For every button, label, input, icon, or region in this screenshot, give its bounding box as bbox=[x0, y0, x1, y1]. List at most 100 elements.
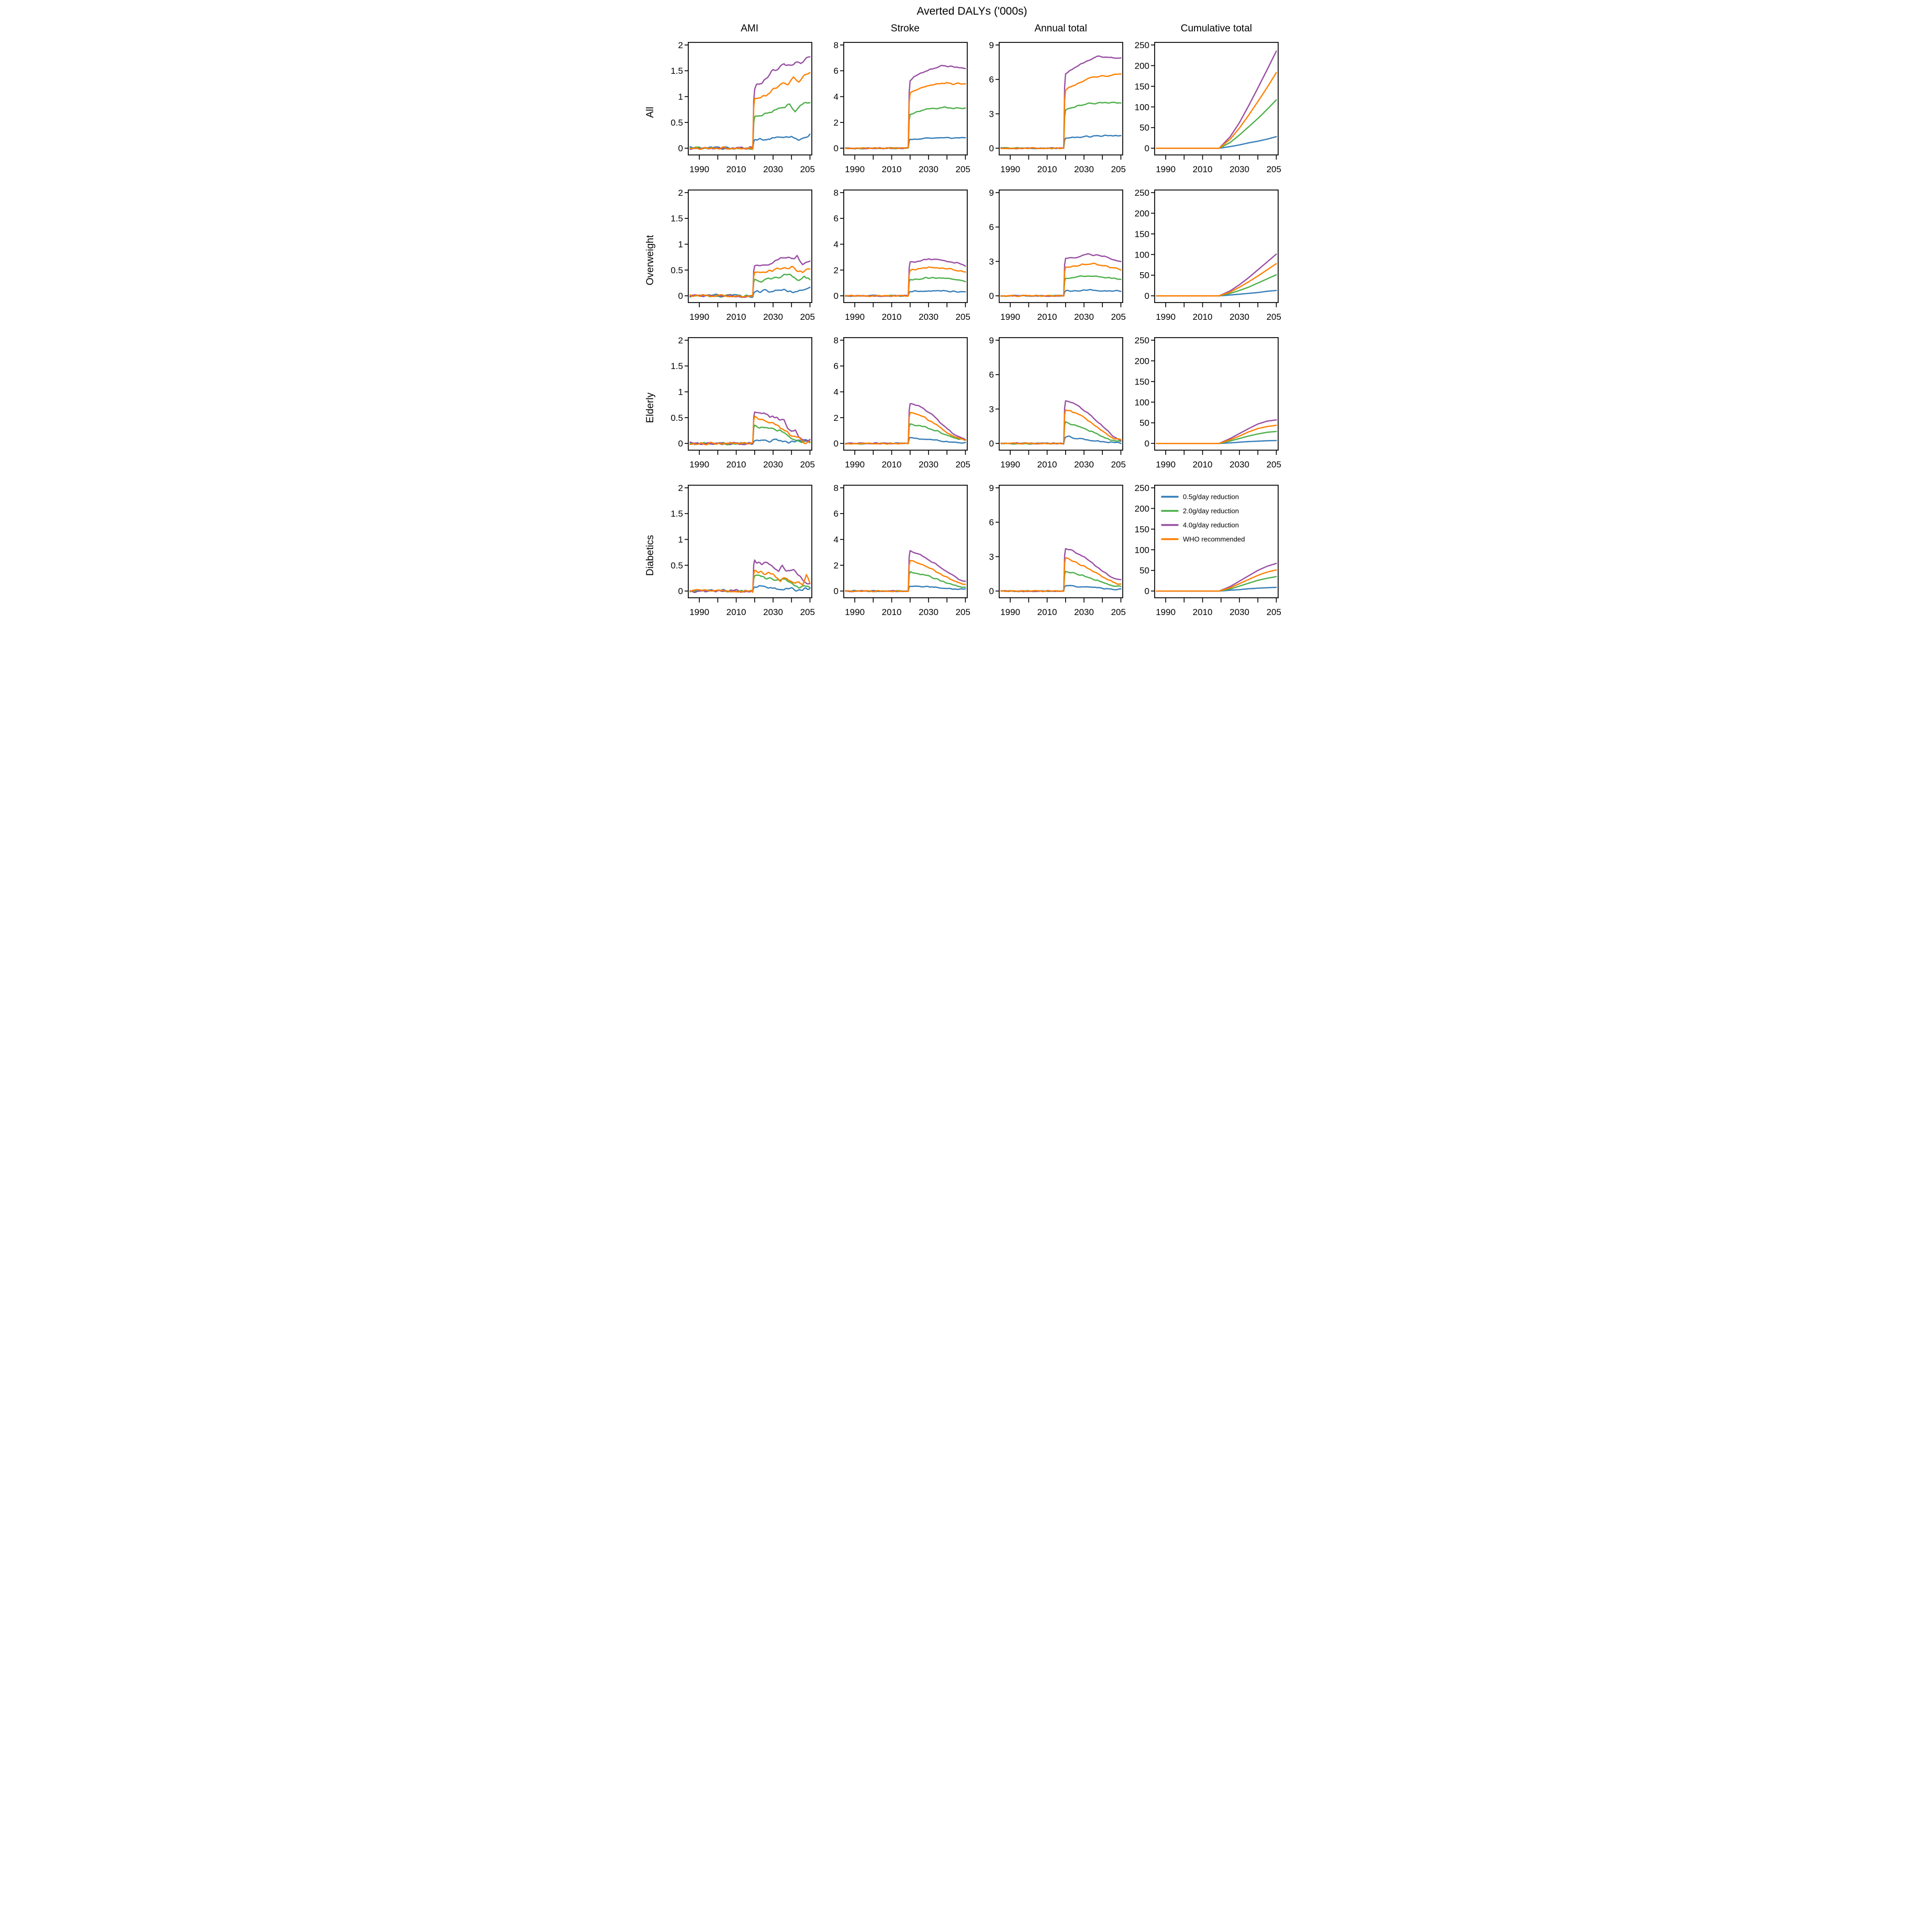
x-tick-label: 2030 bbox=[1229, 164, 1249, 174]
legend: 0.5g/day reduction 2.0g/day reduction 4.0g… bbox=[1161, 493, 1245, 543]
y-tick-label: 4 bbox=[833, 535, 838, 545]
y-tick-label: 9 bbox=[989, 40, 994, 50]
series-line-2-0g-day-reduction bbox=[845, 106, 966, 150]
series-line-who-recommended bbox=[1156, 72, 1277, 149]
plot-box bbox=[843, 337, 968, 451]
x-tick-label: 1990 bbox=[1000, 164, 1020, 174]
series-line-who-recommended bbox=[845, 266, 966, 297]
series-line-4-0g-day-reduction bbox=[1156, 419, 1277, 444]
y-tick-label: 0 bbox=[1145, 291, 1149, 301]
x-tick-label: 2010 bbox=[726, 607, 746, 617]
row-label-text: All bbox=[644, 107, 656, 118]
x-tick-label: 2010 bbox=[726, 460, 746, 470]
plot-box bbox=[687, 189, 812, 303]
series-line-4-0g-day-reduction bbox=[845, 550, 966, 593]
plot-box bbox=[1154, 42, 1279, 155]
plot-box bbox=[999, 485, 1123, 598]
x-tick-label: 2030 bbox=[1074, 164, 1094, 174]
y-tick-label: 2 bbox=[678, 483, 683, 493]
y-tick-label: 250 bbox=[1135, 40, 1149, 50]
series-line-who-recommended bbox=[689, 416, 811, 445]
y-tick-label: 9 bbox=[989, 188, 994, 198]
figure: Averted DALYs ('000s) AMI Stroke Annual to… bbox=[641, 0, 1282, 629]
series-line-0-5g-day-reduction bbox=[1000, 135, 1122, 150]
legend-item: 0.5g/day reduction bbox=[1161, 493, 1239, 501]
row-label-all: All bbox=[641, 39, 660, 186]
x-tick-label: 2010 bbox=[1037, 460, 1057, 470]
y-tick-label: 2 bbox=[678, 336, 683, 345]
plot-box bbox=[843, 42, 968, 155]
x-tick-label: 2010 bbox=[726, 164, 746, 174]
series-line-4-0g-day-reduction bbox=[1156, 50, 1277, 149]
column-header-stroke: Stroke bbox=[890, 23, 920, 34]
series-line-who-recommended bbox=[1000, 73, 1122, 150]
plot-box bbox=[843, 485, 968, 598]
y-tick-label: 1 bbox=[678, 92, 683, 102]
plot-box bbox=[687, 42, 812, 155]
series-line-2-0g-day-reduction bbox=[689, 273, 811, 298]
y-tick-label: 0 bbox=[989, 439, 994, 449]
series-line-2-0g-day-reduction bbox=[689, 102, 811, 150]
series-line-4-0g-day-reduction bbox=[1156, 563, 1277, 592]
y-tick-label: 0.5 bbox=[670, 413, 683, 423]
y-tick-label: 150 bbox=[1135, 377, 1149, 387]
plot-box bbox=[999, 189, 1123, 303]
row-label-overweight: Overweight bbox=[641, 186, 660, 334]
y-tick-label: 1.5 bbox=[670, 66, 683, 76]
row-label-text: Diabetics bbox=[644, 534, 656, 576]
legend-item: 2.0g/day reduction bbox=[1161, 507, 1239, 515]
legend-label: 0.5g/day reduction bbox=[1183, 493, 1239, 501]
row-label-text: Overweight bbox=[644, 234, 656, 286]
y-tick-label: 6 bbox=[833, 214, 838, 224]
plot-box bbox=[999, 337, 1123, 451]
y-tick-label: 200 bbox=[1135, 356, 1149, 366]
x-tick-label: 2010 bbox=[1193, 312, 1213, 322]
y-tick-label: 1 bbox=[678, 535, 683, 545]
y-tick-label: 8 bbox=[833, 336, 838, 345]
series-line-4-0g-day-reduction bbox=[689, 411, 811, 445]
series-line-who-recommended bbox=[1000, 557, 1122, 593]
x-tick-label: 1990 bbox=[1156, 312, 1176, 322]
row-label-diabetics: Diabetics bbox=[641, 482, 660, 629]
x-tick-label: 2030 bbox=[1229, 460, 1249, 470]
y-tick-label: 200 bbox=[1135, 504, 1149, 513]
y-tick-label: 0 bbox=[1145, 586, 1149, 596]
legend-item: WHO recommended bbox=[1161, 535, 1245, 543]
series-line-2-0g-day-reduction bbox=[1000, 275, 1122, 297]
y-tick-label: 3 bbox=[989, 404, 994, 414]
x-tick-label: 2030 bbox=[1074, 460, 1094, 470]
y-tick-label: 150 bbox=[1135, 229, 1149, 239]
series-line-who-recommended bbox=[1000, 262, 1122, 297]
series-line-4-0g-day-reduction bbox=[845, 64, 966, 150]
y-tick-label: 50 bbox=[1139, 566, 1149, 576]
x-tick-label: 2010 bbox=[1037, 164, 1057, 174]
y-tick-label: 250 bbox=[1135, 188, 1149, 198]
